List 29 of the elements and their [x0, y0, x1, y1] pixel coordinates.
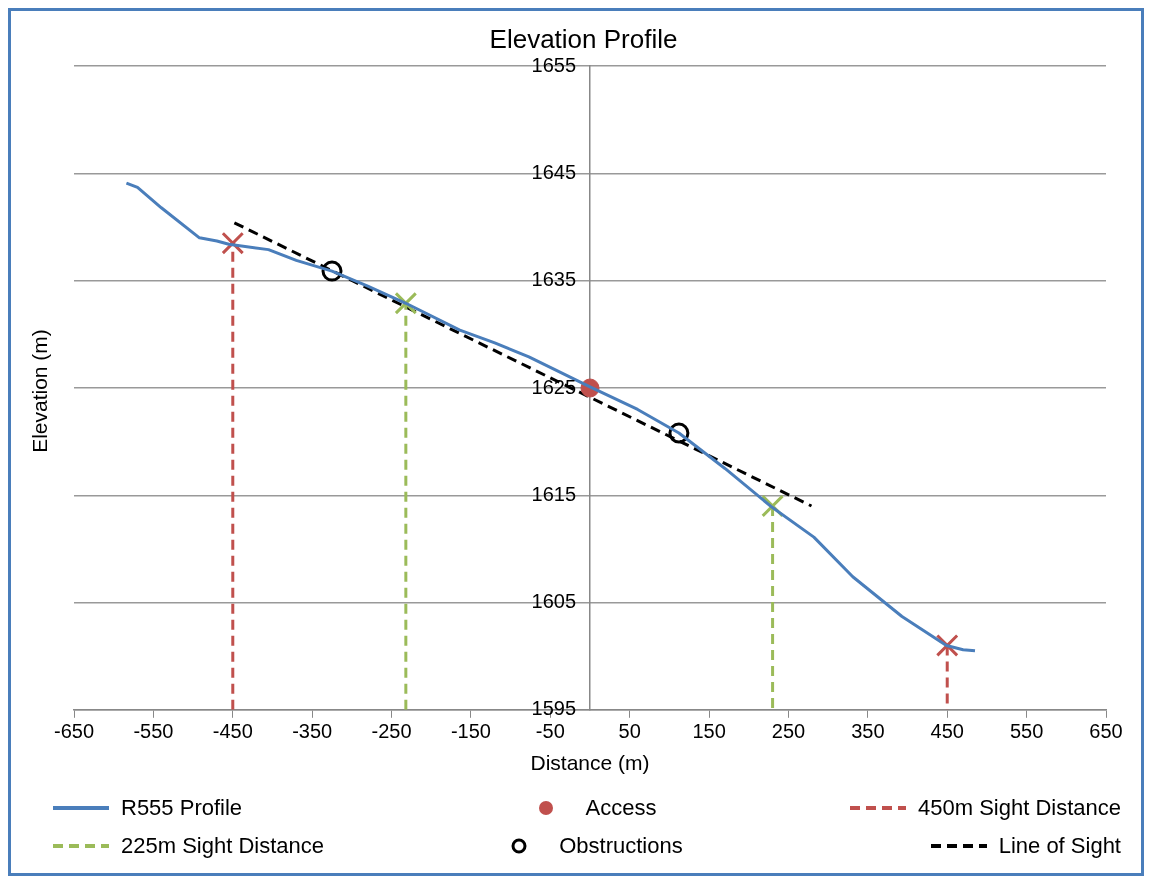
x-tick-label: 250: [771, 720, 806, 743]
legend-label: 450m Sight Distance: [917, 795, 1121, 821]
legend-label: Access: [585, 795, 657, 821]
y-tick-label: 1635: [531, 268, 577, 291]
x-tick-label: -350: [292, 720, 333, 743]
y-tick-label: 1615: [531, 482, 577, 505]
chart-title: Elevation Profile: [489, 23, 678, 54]
x-tick-label: -250: [371, 720, 412, 743]
x-tick-label: -450: [212, 720, 253, 743]
y-tick-label: 1645: [531, 160, 577, 183]
y-tick-label: 1655: [531, 53, 577, 76]
x-tick-label: -650: [54, 720, 95, 743]
legend-label: Obstructions: [559, 833, 683, 859]
legend-label: Line of Sight: [998, 833, 1121, 859]
x-tick-label: 50: [618, 720, 641, 743]
y-tick-label: 1605: [531, 590, 577, 613]
x-tick-label: 550: [1009, 720, 1044, 743]
x-tick-label: 650: [1089, 720, 1123, 743]
y-tick-label: 1595: [531, 697, 577, 720]
x-tick-label: 450: [930, 720, 964, 743]
x-axis-title: Distance (m): [530, 751, 650, 775]
x-tick-label: -550: [133, 720, 174, 743]
legend-label: R555 Profile: [121, 795, 243, 821]
x-tick-label: -50: [535, 720, 565, 743]
legend-label: 225m Sight Distance: [121, 833, 324, 859]
x-tick-label: 150: [692, 720, 726, 743]
x-tick-label: 350: [851, 720, 885, 743]
x-tick-label: -150: [450, 720, 491, 743]
y-axis-title: Elevation (m): [28, 329, 52, 453]
